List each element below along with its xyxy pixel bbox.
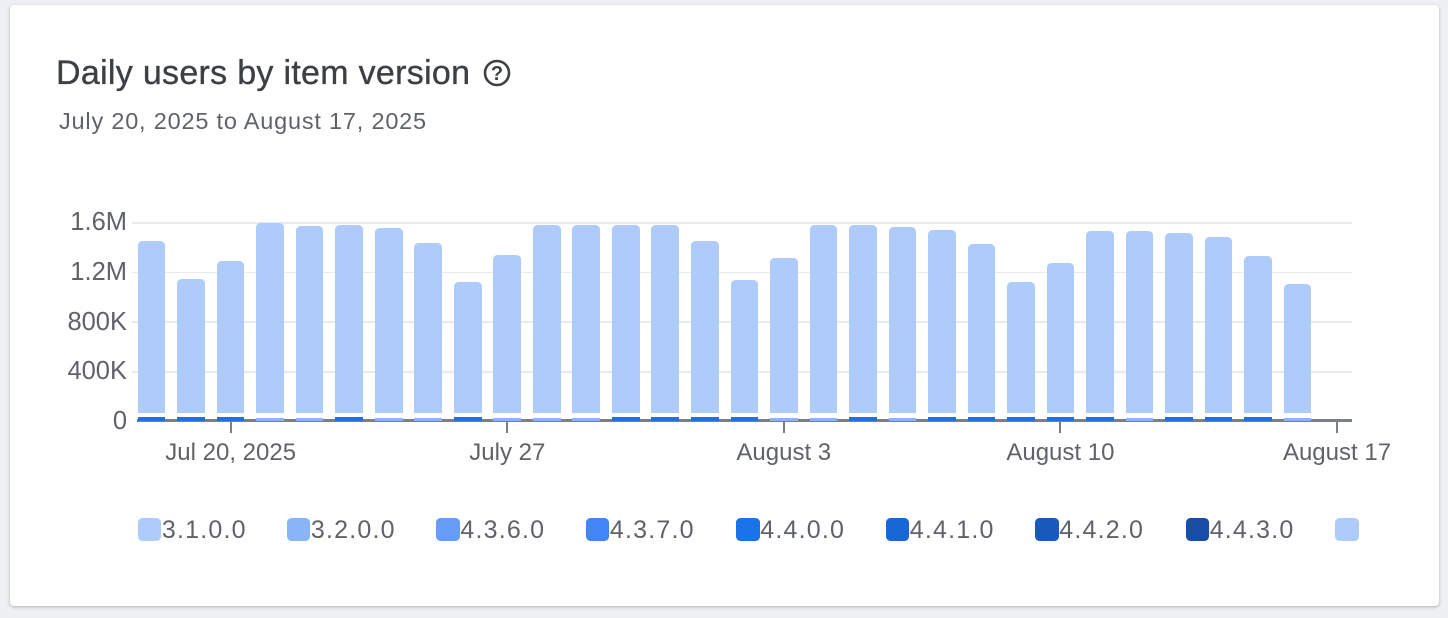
svg-text:?: ?: [491, 63, 503, 85]
